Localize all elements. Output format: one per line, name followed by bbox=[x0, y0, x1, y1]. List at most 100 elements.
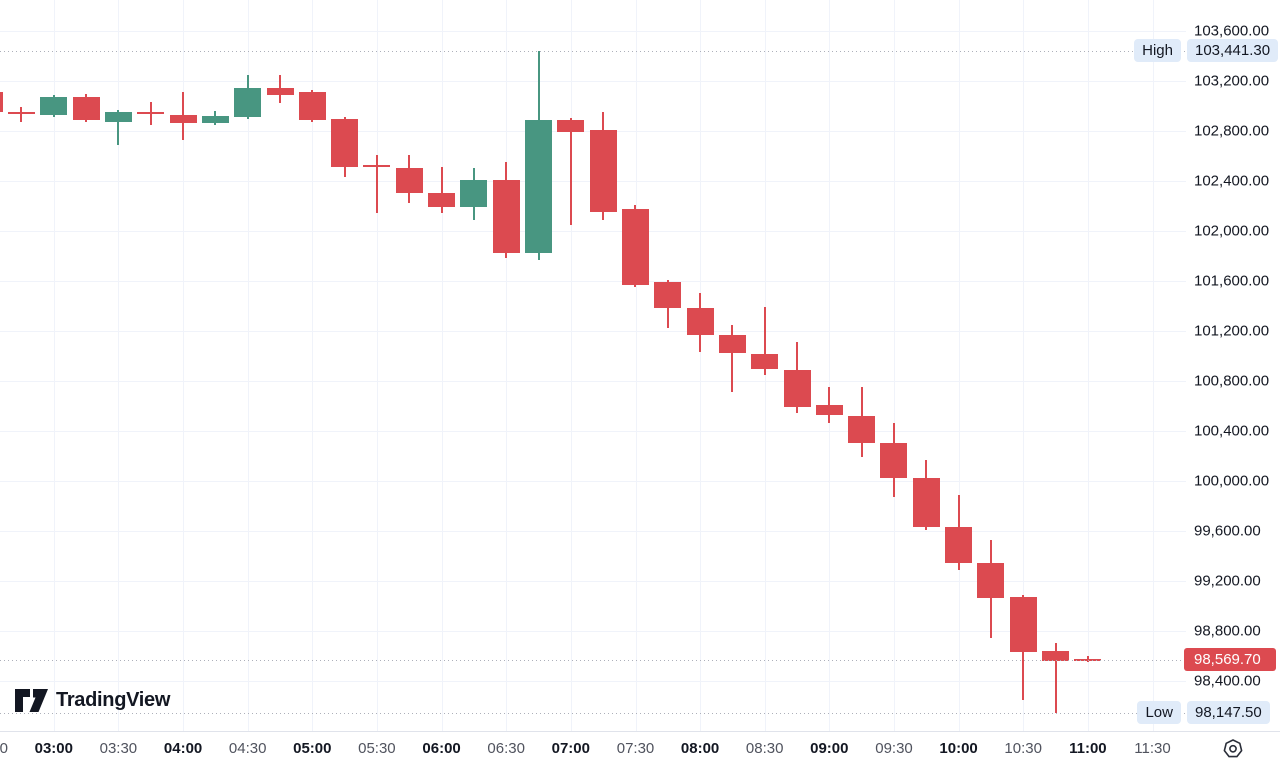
price-gridline bbox=[0, 381, 1186, 382]
time-tick-label: 02:30 bbox=[0, 740, 8, 757]
time-gridline bbox=[376, 0, 378, 731]
candle-body bbox=[492, 179, 520, 253]
gear-icon[interactable] bbox=[1222, 738, 1244, 760]
time-tick-label: 10:00 bbox=[939, 740, 978, 757]
candle-body bbox=[557, 119, 585, 133]
time-tick-label: 11:30 bbox=[1134, 740, 1171, 757]
candle-wick bbox=[117, 109, 120, 145]
time-tick-label: 11:00 bbox=[1069, 740, 1107, 757]
price-gridline bbox=[0, 681, 1186, 682]
price-gridline bbox=[0, 481, 1186, 482]
price-tick-label: 100,400.00 bbox=[1194, 422, 1270, 440]
candle-body bbox=[395, 167, 423, 193]
candle-body bbox=[7, 112, 35, 115]
time-tick-label: 04:00 bbox=[163, 740, 203, 757]
price-tick-label: 101,600.00 bbox=[1194, 272, 1270, 290]
candle-body bbox=[298, 92, 326, 120]
price-tick-label: 102,400.00 bbox=[1194, 172, 1270, 190]
price-gridline bbox=[0, 631, 1186, 632]
candle-body bbox=[1009, 597, 1037, 653]
candle-body bbox=[525, 119, 553, 253]
price-tick-label: 101,200.00 bbox=[1194, 322, 1270, 340]
last-price-badge: 98,569.70 bbox=[1184, 648, 1276, 672]
low-label-badge: Low bbox=[1137, 701, 1181, 725]
candle-body bbox=[880, 442, 908, 478]
candle-body bbox=[654, 282, 682, 308]
candle-body bbox=[718, 334, 746, 353]
time-gridline bbox=[700, 0, 702, 731]
time-tick-label: 07:30 bbox=[616, 740, 655, 757]
time-axis[interactable]: 02:30 03:00 03:30 04:00 04:30 05:00 05:30 06:00… bbox=[0, 731, 1280, 767]
candle-wick bbox=[1086, 656, 1089, 662]
time-gridline bbox=[247, 0, 249, 731]
time-gridline bbox=[441, 0, 443, 731]
candle-body bbox=[945, 527, 973, 563]
time-tick-label: 03:30 bbox=[99, 740, 138, 757]
time-gridline bbox=[894, 0, 895, 731]
low-value-badge: 98,147.50 bbox=[1187, 701, 1270, 725]
time-gridline bbox=[570, 0, 572, 731]
price-tick-label: 98,800.00 bbox=[1194, 622, 1261, 640]
price-tick-label: 103,600.00 bbox=[1194, 22, 1270, 40]
tradingview-logo[interactable]: TradingView bbox=[14, 688, 170, 713]
time-gridline bbox=[829, 0, 831, 731]
time-gridline bbox=[118, 0, 120, 731]
price-gridline bbox=[0, 81, 1186, 82]
candle-body bbox=[104, 112, 132, 123]
price-gridline bbox=[0, 231, 1186, 232]
candle-body bbox=[201, 116, 229, 123]
candle-wick bbox=[1054, 642, 1057, 713]
time-tick-label: 03:00 bbox=[34, 740, 73, 757]
candle-wick bbox=[763, 307, 766, 375]
candle-body bbox=[40, 97, 68, 115]
candle-body bbox=[428, 192, 456, 208]
candle-body bbox=[751, 354, 779, 370]
candle-body bbox=[686, 307, 714, 335]
time-tick-label: 09:30 bbox=[875, 740, 913, 757]
time-gridline bbox=[1023, 0, 1025, 731]
candle-body bbox=[621, 209, 649, 285]
time-gridline bbox=[1087, 0, 1089, 731]
time-tick-label: 05:00 bbox=[293, 740, 332, 757]
candle-wick bbox=[440, 167, 443, 213]
time-tick-label: 09:00 bbox=[810, 740, 849, 757]
price-axis[interactable]: 103,600.00 103,200.00 102,800.00 102,400.00… bbox=[1186, 0, 1280, 731]
candle-body bbox=[848, 416, 876, 443]
time-gridline bbox=[312, 0, 314, 731]
time-tick-label: 08:30 bbox=[745, 740, 784, 757]
time-tick-label: 10:30 bbox=[1004, 740, 1042, 757]
price-tick-label: 99,600.00 bbox=[1194, 522, 1261, 540]
candle-wick bbox=[20, 107, 23, 123]
high-value-badge: 103,441.30 bbox=[1187, 39, 1279, 63]
price-tick-label: 100,800.00 bbox=[1194, 372, 1270, 390]
price-tick-label: 103,200.00 bbox=[1194, 72, 1270, 90]
price-dotted-line bbox=[0, 50, 1186, 52]
time-gridline bbox=[1152, 0, 1154, 731]
price-gridline bbox=[0, 31, 1186, 32]
high-label-badge: High bbox=[1134, 39, 1181, 63]
time-gridline bbox=[506, 0, 508, 731]
time-gridline bbox=[635, 0, 637, 731]
time-tick-label: 05:30 bbox=[358, 740, 396, 757]
time-gridline bbox=[183, 0, 185, 731]
price-gridline bbox=[0, 331, 1186, 332]
price-gridline bbox=[0, 531, 1186, 532]
candle-body bbox=[363, 164, 391, 167]
price-tick-label: 102,800.00 bbox=[1194, 122, 1270, 140]
candle-body bbox=[169, 114, 197, 123]
price-gridline bbox=[0, 281, 1186, 282]
time-tick-label: 06:30 bbox=[487, 740, 525, 757]
candle-body bbox=[977, 562, 1005, 598]
candle-body bbox=[460, 179, 488, 208]
time-tick-label: 04:30 bbox=[228, 740, 267, 757]
candle-body bbox=[72, 97, 100, 120]
candle-body bbox=[815, 404, 843, 415]
tradingview-logo-icon bbox=[15, 689, 48, 712]
price-tick-label: 98,400.00 bbox=[1194, 672, 1261, 690]
chart-pane[interactable] bbox=[0, 0, 1186, 731]
candle-body bbox=[0, 92, 3, 113]
candle-wick bbox=[375, 154, 378, 213]
candle-wick bbox=[731, 324, 734, 393]
price-tick-label: 102,000.00 bbox=[1194, 222, 1270, 240]
